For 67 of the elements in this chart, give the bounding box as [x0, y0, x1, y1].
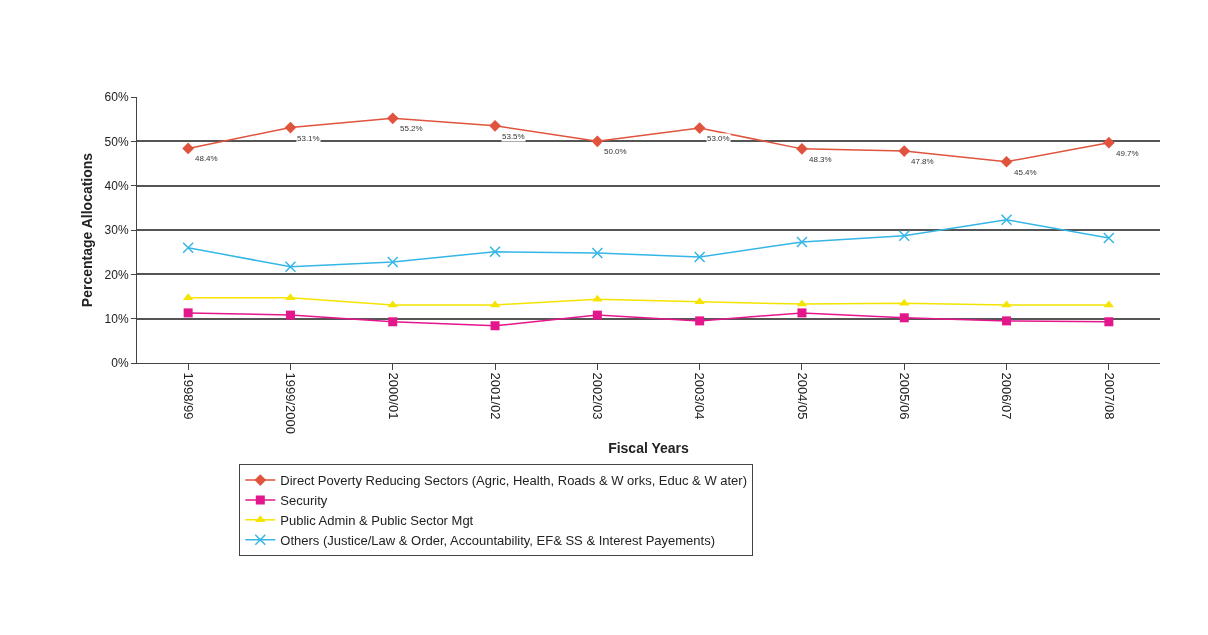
- data-label: 53.1%: [297, 134, 320, 143]
- x-tick-label: 2004/05: [794, 372, 810, 420]
- data-label: 48.3%: [809, 155, 832, 164]
- y-tick-label: 50%: [104, 134, 129, 149]
- point: [1104, 317, 1114, 327]
- y-axis-title: Percentage Allocations: [79, 152, 96, 308]
- point: [695, 316, 705, 326]
- point: [388, 317, 398, 327]
- point: [592, 310, 602, 320]
- x-tick-label: 1999/2000: [283, 372, 299, 435]
- x-tick-label: 2006/07: [999, 372, 1015, 420]
- y-tick-label: 10%: [104, 311, 129, 326]
- point: [899, 313, 909, 323]
- point: [591, 135, 604, 148]
- y-tick-label: 40%: [104, 178, 129, 193]
- x-tick-label: 2002/03: [590, 372, 606, 420]
- point: [898, 230, 910, 242]
- point: [1001, 300, 1012, 308]
- point: [285, 293, 296, 301]
- y-tick-label: 30%: [104, 223, 129, 238]
- x-tick-label: 2007/08: [1101, 372, 1117, 420]
- point: [284, 261, 297, 273]
- x-tick-label: 2003/04: [692, 372, 708, 420]
- point: [285, 310, 295, 320]
- legend-label: Others (Justice/Law & Order, Accountability, EF& SS & Interest Payements): [280, 532, 716, 548]
- point: [490, 321, 500, 331]
- y-tick-label: 20%: [104, 267, 129, 282]
- y-tick-label: 0%: [111, 356, 129, 371]
- point: [182, 241, 194, 254]
- point: [694, 297, 705, 305]
- point: [182, 142, 194, 155]
- x-tick-label: 2000/01: [385, 372, 401, 420]
- point: [898, 145, 911, 157]
- data-label: 55.2%: [400, 124, 423, 133]
- point: [284, 121, 297, 134]
- data-label: 53.5%: [502, 132, 525, 141]
- point: [796, 143, 808, 155]
- data-label: 53.0%: [707, 134, 730, 143]
- y-tick-label: 60%: [104, 90, 129, 105]
- point: [1000, 155, 1013, 168]
- point: [693, 251, 706, 263]
- legend-label: Public Admin & Public Sector Mgt: [280, 512, 474, 528]
- point: [1002, 316, 1012, 326]
- point: [183, 308, 193, 318]
- point: [1000, 214, 1013, 226]
- x-axis-title: Fiscal Years: [608, 440, 690, 457]
- point: [1103, 232, 1115, 244]
- point: [489, 245, 501, 258]
- data-label: 47.8%: [911, 157, 934, 166]
- x-tick-label: 2005/06: [897, 372, 913, 420]
- point: [387, 256, 399, 268]
- point: [489, 119, 501, 132]
- legend-label: Security: [280, 493, 328, 508]
- data-label: 49.7%: [1116, 149, 1139, 158]
- point: [797, 308, 807, 318]
- point: [1103, 136, 1115, 149]
- point: [387, 300, 398, 308]
- data-label: 45.4%: [1014, 168, 1037, 177]
- x-tick-label: 2001/02: [487, 372, 503, 420]
- data-label: 50.0%: [604, 147, 627, 156]
- point: [591, 247, 604, 259]
- legend-label: Direct Poverty Reducing Sectors (Agric, Health, Roads & W orks, Educ & W ater): [280, 473, 748, 489]
- point: [386, 112, 399, 125]
- data-label: 48.4%: [195, 154, 218, 163]
- x-tick-label: 1998/99: [180, 372, 196, 420]
- point: [693, 122, 706, 134]
- point: [796, 236, 808, 248]
